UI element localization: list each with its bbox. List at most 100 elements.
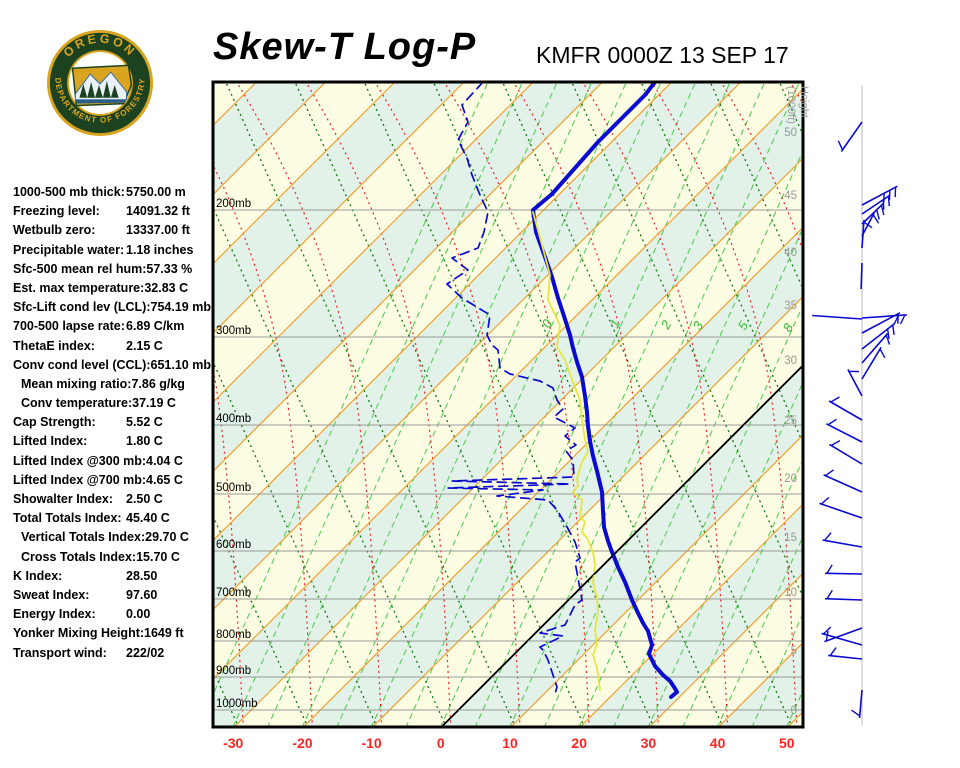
mixing-ratio-line (405, 83, 696, 726)
moist-adiabat-line (582, 83, 729, 726)
isotherm-line (214, 83, 464, 333)
wind-barb (828, 396, 863, 421)
temp-band (925, 82, 960, 728)
index-row: Energy Index: 0.00 (13, 605, 213, 624)
wind-barb (837, 121, 863, 152)
index-row: Showalter Index: 2.50 C (13, 490, 213, 509)
index-row: 1000-500 mb thick: 5750.00 m (13, 183, 213, 202)
dry-adiabat-line (363, 83, 655, 726)
index-value: 14091.32 ft (126, 204, 190, 219)
pressure-label: 800mb (216, 629, 251, 641)
wind-barb (861, 220, 873, 249)
moist-adiabat-line (29, 82, 174, 728)
moist-adiabat-line (651, 83, 798, 726)
height-tick-label: 10 (784, 587, 797, 599)
index-value: 1.18 inches (126, 242, 194, 257)
mixing-ratio-line (214, 83, 489, 694)
index-row: Sweat Index: 97.60 (13, 586, 213, 605)
height-tick-label: 30 (784, 355, 797, 367)
dry-adiabat-line (640, 83, 802, 443)
index-label: ThetaE index: (13, 338, 95, 353)
pressure-label: 700mb (216, 587, 251, 599)
index-label: Sweat Index: (13, 587, 90, 602)
dry-adiabat-line (214, 670, 239, 726)
mixing-ratio-line (613, 306, 802, 726)
isotherm-line (303, 227, 802, 726)
index-value: 4.65 C (146, 472, 183, 487)
index-label: 1000-500 mb thick: (13, 185, 125, 199)
index-value: 7.86 g/kg (131, 376, 185, 391)
isotherm-line (649, 573, 802, 726)
index-value: 0.00 (126, 607, 151, 622)
index-value: 5.52 C (126, 415, 163, 430)
index-row: Wetbulb zero: 13337.00 ft (13, 221, 213, 240)
index-value: 37.19 C (132, 396, 176, 411)
wind-barb (861, 312, 901, 334)
wind-barb (824, 589, 863, 601)
index-row: Conv temperature: 37.19 C (13, 394, 213, 413)
pressure-label: 500mb (216, 482, 251, 494)
index-value: 754.19 mb (150, 300, 211, 315)
wind-barb (861, 346, 886, 380)
index-row: Lifted Index @300 mb: 4.04 C (13, 452, 213, 471)
index-row: Conv cond level (CCL): 651.10 mb (13, 356, 213, 375)
pressure-label: 1000mb (216, 698, 258, 710)
index-row: ThetaE index: 2.15 C (13, 337, 213, 356)
moist-adiabat-line (720, 83, 802, 250)
index-label: Lifted Index: (13, 434, 88, 449)
mixing-ratio-line (267, 83, 558, 726)
mixing-ratio-line (578, 229, 802, 726)
wind-barb (861, 333, 891, 364)
temp-tick-label: 40 (710, 735, 726, 751)
moist-adiabat-line (0, 82, 36, 728)
pressure-label: 600mb (216, 539, 251, 551)
index-label: Lifted Index @700 mb: (13, 472, 147, 487)
dry-adiabat-line (0, 82, 31, 728)
index-value: 13337.00 ft (126, 223, 190, 238)
moist-adiabat-line (374, 83, 521, 726)
wind-barb (861, 323, 895, 350)
wind-barb (822, 532, 863, 548)
index-row: Lifted Index: 1.80 C (13, 432, 213, 451)
mixing-ratio-line (821, 82, 960, 728)
wind-barb (851, 689, 863, 718)
index-value: 6.89 C/km (126, 319, 185, 334)
index-label: Est. max temperature: (13, 280, 145, 295)
mixing-ratio-line (855, 82, 960, 728)
temp-tick-label: 10 (502, 735, 518, 751)
isotherm-line (787, 711, 802, 726)
dry-adiabat-line (849, 82, 960, 728)
temp-tick-label: -30 (223, 735, 243, 751)
dry-adiabat-line (225, 83, 516, 726)
logo-scene (71, 64, 133, 107)
temp-band (788, 712, 802, 726)
temp-band (0, 82, 118, 728)
index-row: Total Totals Index: 45.40 C (13, 509, 213, 528)
pressure-label: 200mb (216, 198, 251, 210)
index-row: Cap Strength: 5.52 C (13, 413, 213, 432)
temp-tick-label: 50 (779, 735, 795, 751)
isotherm-line (214, 83, 534, 403)
index-row: Precipitable water: 1.18 inches (13, 241, 213, 260)
index-row: Transport wind: 222/02 (13, 644, 213, 663)
dry-adiabat-line (502, 83, 793, 726)
wind-barb (847, 369, 863, 397)
index-value: 29.70 C (145, 530, 189, 545)
wind-barb (824, 627, 863, 643)
mixing-ratio-line (232, 83, 523, 726)
index-value: 651.10 mb (150, 357, 211, 372)
index-row: Sfc-Lift cond lev (LCL): 754.19 mb (13, 298, 213, 317)
wind-barb (819, 496, 863, 519)
index-value: 1649 ft (144, 626, 184, 641)
pressure-label: 400mb (216, 413, 251, 425)
height-tick-label: 25 (784, 415, 797, 427)
isotherm-line (214, 83, 741, 610)
wind-barb (821, 626, 863, 646)
index-value: 1.80 C (126, 434, 163, 449)
dry-adiabat-line (571, 83, 802, 597)
chart-border (211, 80, 805, 729)
temp-tick-label: -20 (292, 735, 312, 751)
isotherm-line (372, 296, 802, 726)
